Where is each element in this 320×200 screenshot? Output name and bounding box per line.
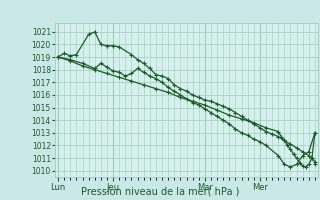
Text: Pression niveau de la mer( hPa ): Pression niveau de la mer( hPa ) [81,186,239,196]
